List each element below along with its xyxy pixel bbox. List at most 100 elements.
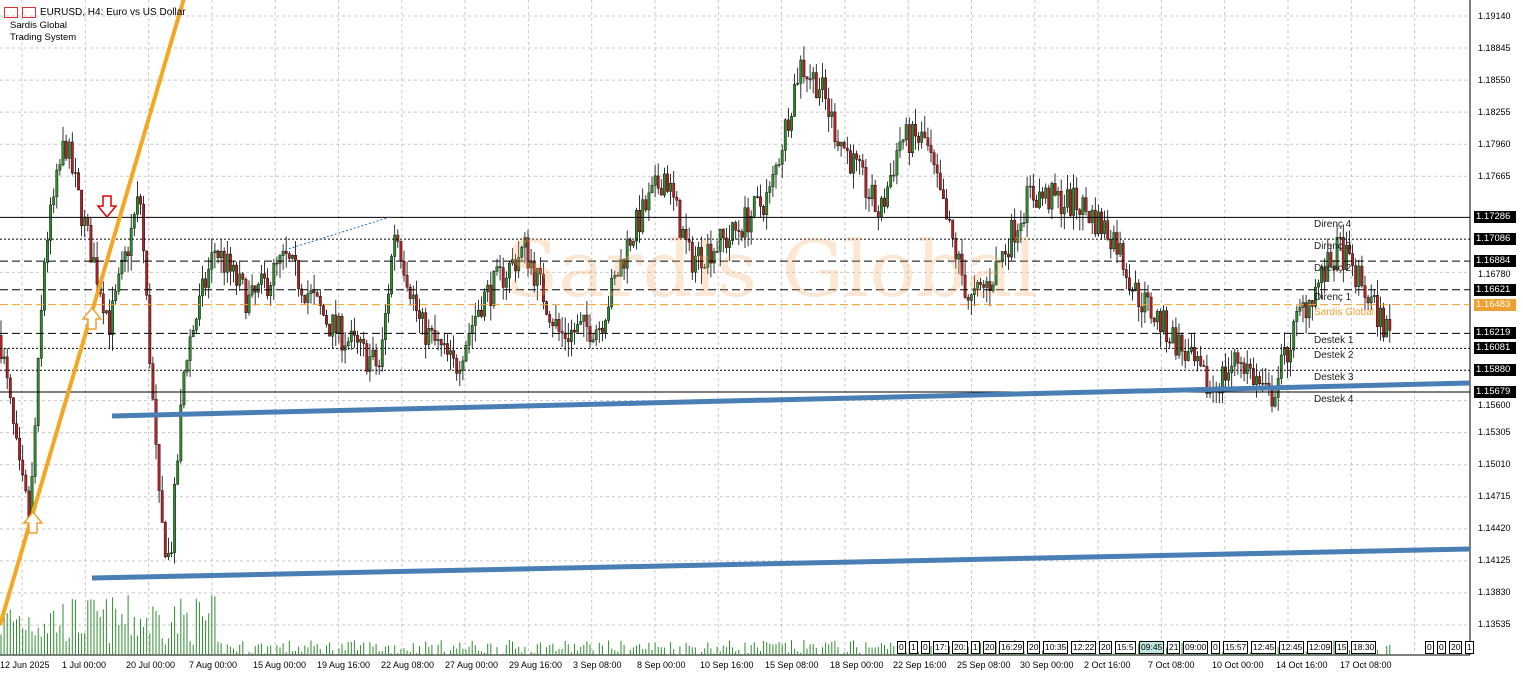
candle-body — [1177, 334, 1181, 356]
candle-body — [470, 325, 474, 334]
candle-body — [700, 247, 704, 269]
candle-body — [241, 273, 245, 280]
time-tag[interactable]: 10:35 — [1043, 641, 1069, 654]
price-tag: 1.16884 — [1474, 255, 1516, 268]
candle-body — [1357, 265, 1361, 287]
time-tag[interactable]: 0 — [1425, 641, 1434, 654]
candle-body — [160, 490, 164, 523]
candle-body — [864, 166, 868, 198]
time-tag[interactable]: 15:57 — [1223, 641, 1249, 654]
time-tag[interactable]: 20 — [1027, 641, 1041, 654]
candle-body — [628, 239, 632, 246]
candle-body — [77, 172, 80, 191]
candle-body — [957, 253, 961, 260]
candle-body — [1295, 311, 1299, 322]
candle-body — [1050, 183, 1054, 210]
candle-body — [576, 324, 580, 333]
candle-body — [796, 83, 800, 85]
candle-body — [430, 328, 434, 331]
time-tag[interactable]: 09:00 — [1183, 641, 1209, 654]
time-tag[interactable]: 12:45 — [1251, 641, 1277, 654]
time-tag[interactable]: 12:45 — [1279, 641, 1305, 654]
time-tag[interactable]: 18:30 — [1351, 641, 1377, 654]
level-label: Direnç 2 — [1314, 263, 1352, 275]
time-tag[interactable]: 0 — [1437, 641, 1446, 654]
candle-body — [1096, 211, 1100, 235]
candle-body — [1059, 191, 1063, 215]
candle-body — [1044, 187, 1048, 199]
candle-body — [1075, 187, 1079, 211]
time-tag[interactable]: 20 — [1099, 641, 1113, 654]
candle-body — [852, 153, 855, 174]
candle-body — [154, 399, 158, 445]
candle-body — [411, 294, 415, 299]
candle-body — [895, 150, 899, 176]
candle-body — [1127, 277, 1131, 291]
candle-body — [365, 343, 369, 372]
candle-body — [883, 197, 886, 207]
candle-body — [1385, 319, 1389, 338]
candle-body — [1307, 300, 1311, 319]
candle-body — [1180, 334, 1184, 352]
candle-body — [889, 175, 893, 188]
time-axis-label: 22 Sep 16:00 — [893, 660, 947, 670]
candle-body — [669, 182, 673, 192]
time-tag[interactable]: 0 — [897, 641, 906, 654]
candle-body — [666, 173, 669, 192]
candle-body — [15, 423, 18, 439]
candle-body — [607, 306, 611, 321]
menu-icon[interactable] — [4, 7, 18, 18]
candle-body — [703, 267, 707, 269]
candle-body — [508, 262, 511, 279]
time-tag[interactable]: 20 — [983, 641, 997, 654]
time-tag[interactable]: 17: — [933, 641, 949, 654]
candle-body — [1069, 189, 1072, 216]
chart-window-icon[interactable] — [22, 7, 36, 18]
time-tag[interactable]: 1 — [909, 641, 918, 654]
candle-body — [1245, 363, 1249, 374]
candle-body — [935, 164, 939, 174]
candle-body — [170, 552, 173, 554]
candle-body — [489, 284, 493, 306]
time-tag[interactable]: 0 — [921, 641, 930, 654]
candle-body — [278, 255, 282, 264]
candle-body — [929, 145, 933, 153]
candle-body — [588, 326, 592, 342]
candle-body — [142, 203, 145, 252]
candle-body — [1078, 209, 1082, 215]
candle-body — [1019, 223, 1023, 231]
candle-body — [787, 119, 790, 131]
time-tag[interactable]: 15:5 — [1115, 641, 1136, 654]
candle-body — [765, 192, 769, 215]
candle-body — [771, 173, 775, 187]
time-tag[interactable]: 20: — [952, 641, 968, 654]
candle-body — [73, 172, 77, 174]
candle-body — [458, 370, 462, 374]
time-tag[interactable]: 21 — [1167, 641, 1181, 654]
time-tag[interactable]: 1 — [971, 641, 980, 654]
time-axis-label: 12 Jun 2025 — [0, 660, 50, 670]
candle-body — [439, 339, 443, 346]
candle-body — [1025, 186, 1029, 223]
time-tag[interactable]: 16:29 — [999, 641, 1025, 654]
candle-body — [557, 319, 561, 332]
time-tag[interactable]: 12:09 — [1307, 641, 1333, 654]
candle-body — [163, 522, 167, 558]
candle-body — [284, 251, 288, 254]
time-tag[interactable]: 12:22 — [1071, 641, 1097, 654]
time-tag[interactable]: 0 — [1211, 641, 1220, 654]
candle-body — [216, 250, 220, 259]
time-tag[interactable]: 15 — [1335, 641, 1349, 654]
time-tag[interactable]: 09:45 — [1139, 641, 1165, 654]
candle-body — [762, 206, 766, 215]
candle-body — [991, 284, 995, 291]
candle-body — [1205, 366, 1209, 394]
price-axis-label: 1.14715 — [1478, 491, 1511, 502]
time-tag[interactable]: 1 — [1465, 641, 1474, 654]
candle-body — [1233, 352, 1237, 367]
candle-body — [656, 175, 660, 189]
candle-body — [427, 328, 431, 345]
time-tag[interactable]: 20 — [1449, 641, 1463, 654]
candle-body — [914, 123, 917, 137]
